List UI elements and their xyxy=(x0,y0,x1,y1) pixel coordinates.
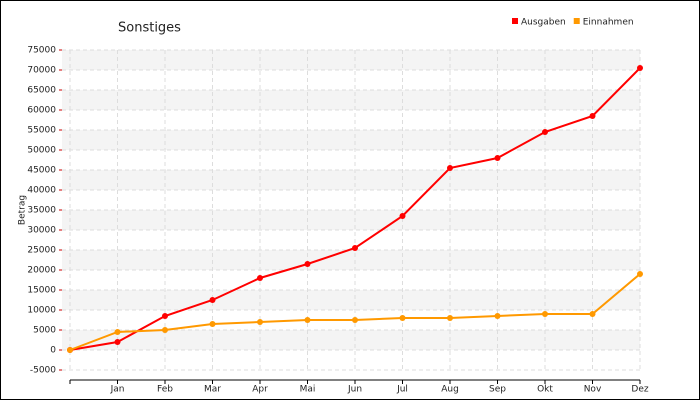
point xyxy=(304,261,311,267)
point xyxy=(67,347,73,353)
y-tick-label: 75000 xyxy=(27,46,56,56)
y-tick-label: 70000 xyxy=(27,66,56,76)
y-tick-label: 40000 xyxy=(27,186,56,196)
grid-band xyxy=(62,170,640,190)
y-tick-label: 30000 xyxy=(27,226,56,236)
point xyxy=(399,213,406,219)
y-tick-label: 0 xyxy=(50,346,56,356)
x-tick-label: Dez xyxy=(631,385,648,395)
y-tick-label: 65000 xyxy=(27,86,56,96)
x-tick-label: Feb xyxy=(157,385,173,395)
legend-swatch xyxy=(573,18,580,24)
point xyxy=(209,297,216,303)
point xyxy=(114,339,121,345)
grid-band xyxy=(62,130,640,150)
x-tick-label: Jun xyxy=(347,385,362,395)
x-tick-label: Jan xyxy=(110,385,125,395)
grid-band xyxy=(62,90,640,110)
point xyxy=(637,65,643,71)
point xyxy=(589,113,596,119)
point xyxy=(162,327,168,333)
grid-band xyxy=(62,330,640,350)
x-tick-label: Aug xyxy=(441,385,459,395)
point xyxy=(447,315,453,321)
x-tick-label: Okt xyxy=(537,385,553,395)
y-tick-label: 10000 xyxy=(27,306,56,316)
point xyxy=(352,245,358,251)
point xyxy=(209,321,216,327)
y-tick-label: 60000 xyxy=(27,106,56,116)
y-tick-label: 25000 xyxy=(27,246,56,256)
grid-band xyxy=(62,250,640,270)
y-tick-label: 20000 xyxy=(27,266,56,276)
legend-swatch xyxy=(512,18,518,24)
legend-label: Ausgaben xyxy=(521,18,566,28)
y-tick-label: 45000 xyxy=(27,166,56,176)
x-tick-label: Nov xyxy=(584,385,602,395)
y-tick-label: 15000 xyxy=(27,286,56,296)
point xyxy=(637,271,643,277)
point xyxy=(494,155,501,161)
y-tick-label: 55000 xyxy=(27,126,56,136)
y-tick-label: 50000 xyxy=(27,146,56,156)
point xyxy=(114,329,121,335)
point xyxy=(352,317,358,323)
y-tick-label: 5000 xyxy=(33,326,56,336)
point xyxy=(257,319,263,325)
point xyxy=(542,129,548,135)
y-tick-label: -5000 xyxy=(30,366,56,376)
y-axis-label: Betrag xyxy=(18,195,28,225)
grid-band xyxy=(62,210,640,230)
legend-label: Einnahmen xyxy=(583,18,634,28)
point xyxy=(304,317,311,323)
chart-title: Sonstiges xyxy=(118,21,181,36)
point xyxy=(447,165,453,171)
point xyxy=(162,313,168,319)
grid-band xyxy=(62,50,640,70)
x-tick-label: Jul xyxy=(396,385,408,395)
grid-band xyxy=(62,290,640,310)
x-tick-label: Apr xyxy=(252,385,268,395)
point xyxy=(542,311,548,317)
point xyxy=(589,311,596,317)
point xyxy=(257,275,263,281)
x-tick-label: Mar xyxy=(204,385,221,395)
point xyxy=(494,313,501,319)
x-tick-label: Mai xyxy=(300,385,316,395)
point xyxy=(399,315,406,321)
x-tick-label: Sep xyxy=(489,385,506,395)
y-tick-label: 35000 xyxy=(27,206,56,216)
